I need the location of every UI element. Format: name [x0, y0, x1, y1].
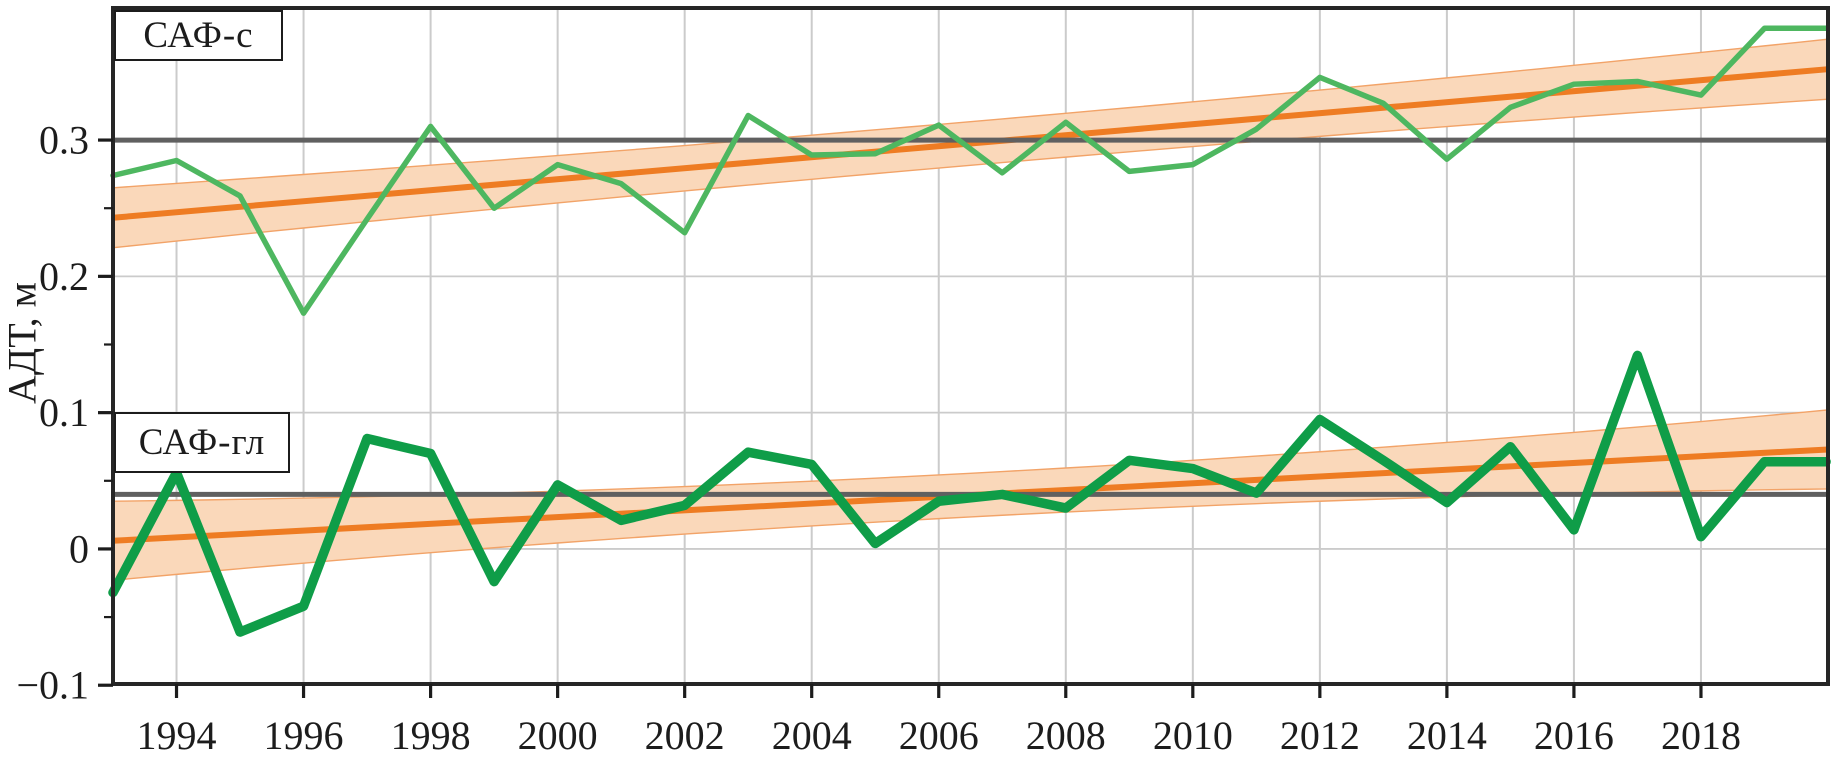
y-tick-label: 0.2 — [39, 254, 89, 299]
x-tick-label: 2014 — [1407, 713, 1487, 758]
panel-label-saf-gl-text: САФ-гл — [138, 422, 266, 463]
y-tick-label: 0.3 — [39, 118, 89, 163]
x-tick-label: 1998 — [391, 713, 471, 758]
y-tick-label: −0.1 — [16, 663, 89, 708]
x-tick-label: 2004 — [772, 713, 852, 758]
axes-frame — [111, 6, 1830, 686]
panel-label-saf-s-text: САФ-с — [143, 15, 254, 56]
x-tick-label: 2016 — [1534, 713, 1614, 758]
panel-label-saf-gl: САФ-гл — [114, 412, 290, 473]
plot-background — [113, 8, 1828, 684]
series-line — [108, 350, 1831, 637]
x-tick-label: 1996 — [264, 713, 344, 758]
x-tick-label: 2018 — [1661, 713, 1741, 758]
x-tick-label: 2000 — [518, 713, 598, 758]
y-axis-title: АДТ, м — [0, 282, 45, 404]
y-tick-label: 0 — [69, 526, 89, 571]
series-line — [110, 25, 1829, 316]
x-tick-label: 2012 — [1280, 713, 1360, 758]
panel-label-saf-s: САФ-с — [114, 10, 283, 61]
x-tick-label: 2006 — [899, 713, 979, 758]
y-tick-label: 0.1 — [39, 390, 89, 435]
x-tick-label: 1994 — [137, 713, 217, 758]
x-tick-label: 2010 — [1153, 713, 1233, 758]
x-tick-label: 2008 — [1026, 713, 1106, 758]
x-tick-label: 2002 — [645, 713, 725, 758]
